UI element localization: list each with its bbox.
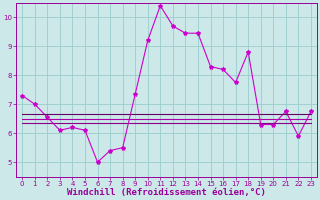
X-axis label: Windchill (Refroidissement éolien,°C): Windchill (Refroidissement éolien,°C) [67,188,266,197]
